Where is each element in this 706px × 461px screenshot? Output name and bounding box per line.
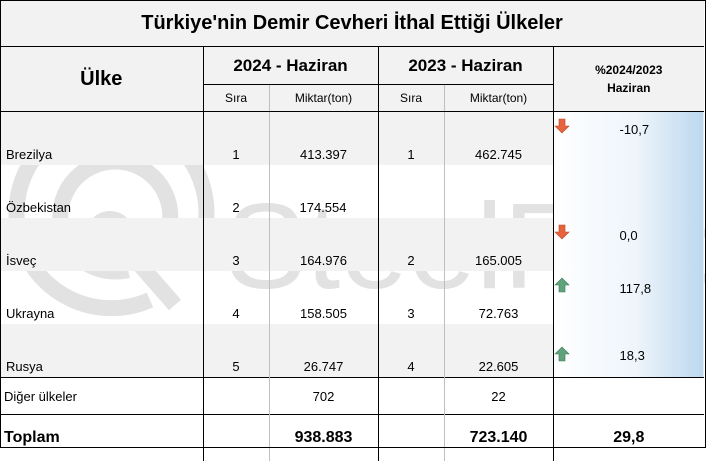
table-frame <box>0 0 706 448</box>
